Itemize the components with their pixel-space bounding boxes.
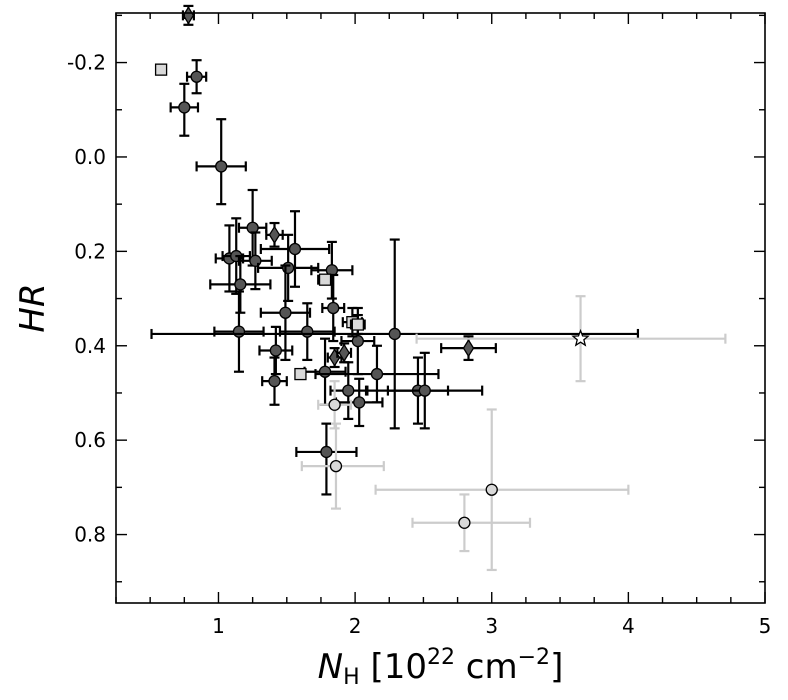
data-point: [329, 361, 368, 421]
data-point: [349, 313, 366, 336]
data-point: [317, 273, 333, 286]
y-tick-label: 0.0: [74, 145, 106, 169]
data-point: [300, 422, 385, 510]
y-tick-label: 0.4: [74, 334, 106, 358]
circle-marker: [268, 375, 281, 388]
circle-marker: [458, 516, 471, 529]
square-marker: [318, 273, 332, 286]
x-label-sup2: −2: [518, 645, 550, 670]
data-point: [259, 264, 312, 362]
circle-marker: [351, 334, 364, 348]
x-label-base: N: [318, 647, 343, 687]
circle-marker: [418, 384, 431, 397]
circle-marker: [279, 306, 292, 319]
x-label-sub: H: [343, 665, 360, 690]
data-point: [440, 335, 497, 362]
data-point: [237, 188, 268, 267]
data-point: [326, 347, 343, 369]
x-label-close: ]: [550, 647, 563, 687]
data-point: [256, 233, 320, 303]
circle-marker: [288, 242, 302, 256]
circle-marker: [320, 445, 333, 459]
x-label-unit: cm: [455, 647, 518, 687]
data-point: [209, 254, 272, 314]
data-point: [294, 367, 307, 381]
chart-marks: [150, 4, 727, 572]
circle-marker: [388, 327, 401, 341]
x-label-sup1: 22: [427, 645, 455, 670]
data-point: [340, 306, 376, 376]
y-tick-label: 0.8: [74, 523, 106, 547]
circle-marker: [370, 367, 384, 381]
data-point: [185, 59, 208, 95]
x-tick-label: 3: [485, 614, 498, 638]
x-label-rest: [10: [360, 647, 427, 687]
data-point: [317, 380, 353, 430]
diamond-marker: [338, 343, 350, 363]
data-point: [154, 63, 168, 76]
data-point: [259, 210, 331, 288]
diamond-marker: [462, 338, 475, 358]
star-marker: [571, 328, 590, 347]
circle-marker: [327, 301, 340, 315]
x-tick-label: 2: [349, 614, 362, 638]
square-marker: [294, 367, 307, 381]
square-marker: [154, 63, 168, 76]
data-point: [237, 231, 273, 291]
data-point: [334, 377, 384, 428]
data-point: [310, 240, 354, 300]
data-point: [336, 342, 353, 364]
circle-marker: [353, 396, 366, 409]
x-axis-label: NH [1022 cm−2]: [318, 645, 564, 690]
plot-frame: [115, 12, 766, 604]
x-tick-label: 5: [759, 614, 772, 638]
circle-marker: [190, 70, 203, 83]
circle-marker: [234, 278, 247, 291]
y-tick-label: -0.2: [67, 51, 106, 75]
circle-marker: [485, 483, 498, 496]
data-point: [295, 422, 358, 496]
circle-marker: [318, 365, 332, 378]
y-axis-label: HR: [13, 283, 53, 332]
x-tick-label: 4: [622, 614, 635, 638]
circle-marker: [215, 160, 228, 173]
data-point: [261, 356, 288, 406]
data-point: [374, 408, 630, 572]
circle-marker: [342, 384, 355, 397]
data-point: [265, 221, 284, 248]
data-point: [415, 295, 727, 383]
data-point: [150, 238, 640, 430]
circle-marker: [301, 325, 314, 338]
data-point: [411, 493, 532, 553]
circle-marker: [282, 261, 295, 275]
circle-marker: [329, 459, 343, 473]
data-point: [195, 118, 247, 206]
axis-ticks: 1 2 3 4 5 -0.2 0.0 0.2 0.4 0.6 0.8: [67, 13, 771, 638]
circle-marker: [328, 398, 341, 411]
x-tick-label: 1: [212, 614, 225, 638]
square-marker: [351, 318, 364, 331]
data-point: [169, 82, 200, 137]
circle-marker: [178, 101, 191, 114]
data-point: [366, 351, 484, 430]
diamond-marker: [268, 225, 281, 245]
y-tick-label: 0.2: [74, 239, 106, 263]
circle-marker: [269, 344, 283, 357]
data-point: [321, 273, 346, 343]
circle-marker: [232, 325, 246, 338]
circle-marker: [249, 254, 262, 267]
y-tick-label: 0.6: [74, 428, 106, 452]
data-point: [213, 290, 265, 373]
